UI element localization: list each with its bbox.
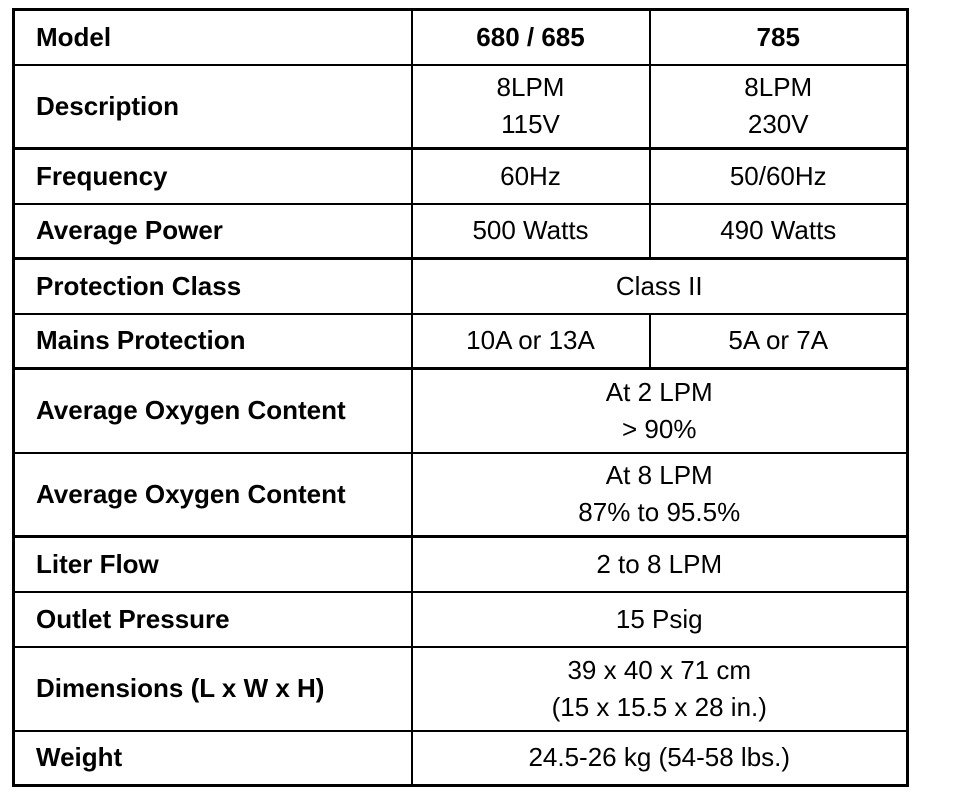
row-label: Outlet Pressure	[12, 590, 413, 648]
value-cell-merged: 2 to 8 LPM	[410, 535, 909, 593]
table-row-description: Description 8LPM 115V 8LPM 230V	[12, 63, 909, 150]
table-row-average-power: Average Power 500 Watts 490 Watts	[12, 202, 909, 260]
value-cell: 500 Watts	[410, 202, 651, 260]
value-cell: 490 Watts	[648, 202, 909, 260]
row-label: Average Oxygen Content	[12, 451, 413, 538]
table-row-weight: Weight 24.5-26 kg (54-58 lbs.)	[12, 729, 909, 787]
value-cell: 8LPM 115V	[410, 63, 651, 150]
table-row-protection-class: Protection Class Class II	[12, 257, 909, 315]
value-cell-merged: At 2 LPM > 90%	[410, 367, 909, 454]
table-row-oxygen-content-2lpm: Average Oxygen Content At 2 LPM > 90%	[12, 367, 909, 454]
row-label: Liter Flow	[12, 535, 413, 593]
row-label: Description	[12, 63, 413, 150]
value-cell-merged: 15 Psig	[410, 590, 909, 648]
value-cell-merged: 39 x 40 x 71 cm (15 x 15.5 x 28 in.)	[410, 645, 909, 732]
table-row-dimensions: Dimensions (L x W x H) 39 x 40 x 71 cm (…	[12, 645, 909, 732]
table-row-outlet-pressure: Outlet Pressure 15 Psig	[12, 590, 909, 648]
row-label: Protection Class	[12, 257, 413, 315]
row-label: Dimensions (L x W x H)	[12, 645, 413, 732]
row-label: Model	[12, 8, 413, 66]
value-cell: 785	[648, 8, 909, 66]
row-label: Average Oxygen Content	[12, 367, 413, 454]
table-row-model: Model 680 / 685 785	[12, 8, 909, 66]
value-cell: 10A or 13A	[410, 312, 651, 370]
table-row-mains-protection: Mains Protection 10A or 13A 5A or 7A	[12, 312, 909, 370]
row-label: Mains Protection	[12, 312, 413, 370]
row-label: Average Power	[12, 202, 413, 260]
value-cell-merged: At 8 LPM 87% to 95.5%	[410, 451, 909, 538]
row-label: Frequency	[12, 147, 413, 205]
spec-table: Model 680 / 685 785 Description 8LPM 115…	[12, 8, 909, 787]
value-cell-merged: 24.5-26 kg (54-58 lbs.)	[410, 729, 909, 787]
value-cell: 680 / 685	[410, 8, 651, 66]
value-cell: 5A or 7A	[648, 312, 909, 370]
value-cell: 50/60Hz	[648, 147, 909, 205]
table-row-oxygen-content-8lpm: Average Oxygen Content At 8 LPM 87% to 9…	[12, 451, 909, 538]
value-cell: 60Hz	[410, 147, 651, 205]
table-row-liter-flow: Liter Flow 2 to 8 LPM	[12, 535, 909, 593]
value-cell-merged: Class II	[410, 257, 909, 315]
value-cell: 8LPM 230V	[648, 63, 909, 150]
table-row-frequency: Frequency 60Hz 50/60Hz	[12, 147, 909, 205]
row-label: Weight	[12, 729, 413, 787]
